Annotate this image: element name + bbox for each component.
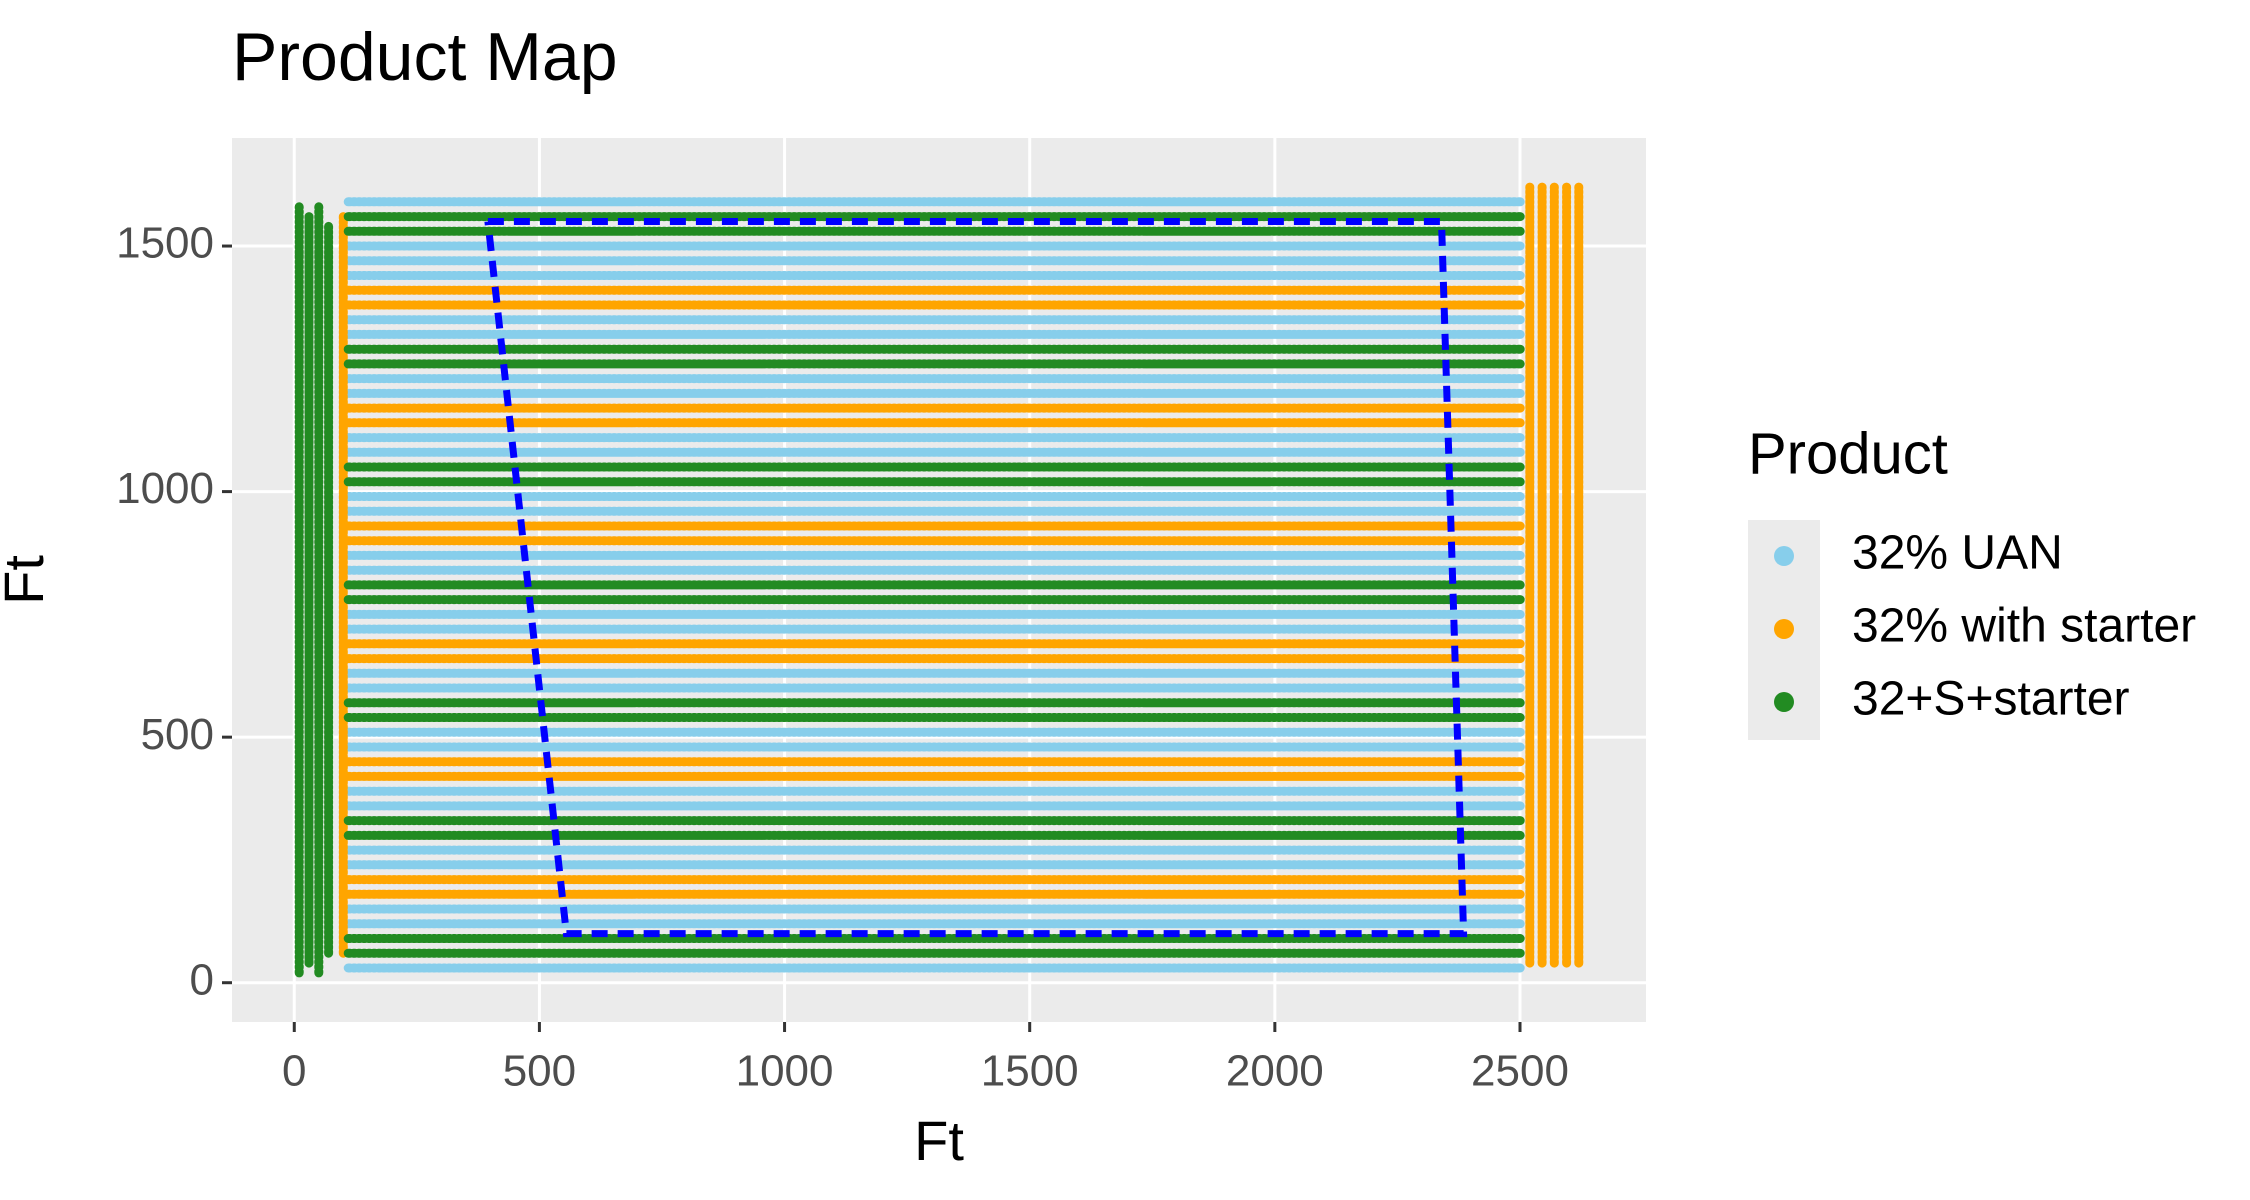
legend-key — [1774, 619, 1794, 639]
pass-line — [343, 197, 1527, 973]
x-tick-label: 1500 — [981, 1047, 1079, 1096]
x-axis-title: Ft — [914, 1109, 964, 1172]
x-tick-label: 2000 — [1226, 1047, 1324, 1096]
x-tick-label: 2500 — [1471, 1047, 1569, 1096]
x-tick-label: 0 — [282, 1047, 306, 1096]
pass-line — [338, 182, 1584, 968]
y-tick-label: 500 — [141, 710, 214, 759]
chart-title: Product Map — [232, 19, 618, 95]
y-tick-label: 1000 — [116, 464, 214, 513]
legend-title: Product — [1748, 421, 1948, 486]
legend-label: 32% UAN — [1852, 527, 2063, 580]
y-tick-label: 0 — [190, 955, 214, 1004]
legend-key — [1774, 692, 1794, 712]
y-tick-label: 1500 — [116, 219, 214, 268]
legend-label: 32+S+starter — [1852, 673, 2130, 726]
x-tick-label: 500 — [503, 1047, 576, 1096]
y-axis-title: Ft — [0, 555, 55, 605]
x-tick-label: 1000 — [736, 1047, 834, 1096]
legend-label: 32% with starter — [1852, 600, 2196, 653]
pass-line — [294, 202, 1527, 978]
boundary-line — [484, 218, 1468, 938]
plot-panel — [232, 138, 1646, 1022]
legend-key — [1774, 546, 1794, 566]
